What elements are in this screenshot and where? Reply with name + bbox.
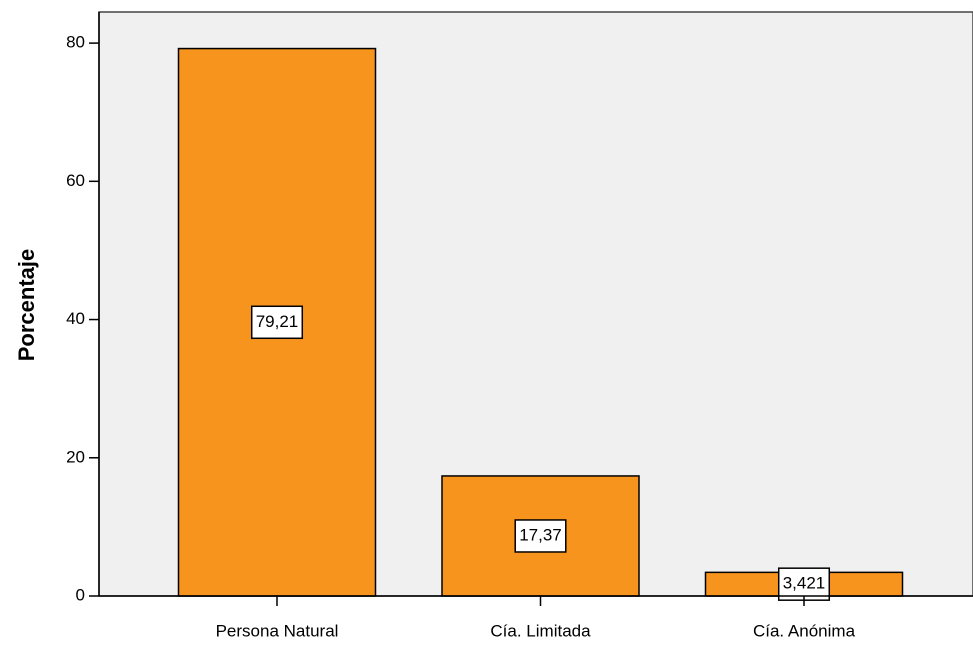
value-label: 3,421 xyxy=(783,574,826,593)
y-tick-label: 60 xyxy=(66,171,85,190)
y-axis-label: Porcentaje xyxy=(14,249,39,362)
value-label: 17,37 xyxy=(519,525,562,544)
value-label-box xyxy=(777,567,831,601)
x-tick-label: Cía. Anónima xyxy=(753,621,856,640)
value-label-box xyxy=(514,519,567,553)
y-tick-label: 80 xyxy=(66,33,85,52)
x-tick-label: Persona Natural xyxy=(216,621,339,640)
x-tick-label: Cía. Limitada xyxy=(490,621,591,640)
y-tick-label: 0 xyxy=(76,585,85,604)
bar xyxy=(177,47,377,597)
y-tick-label: 20 xyxy=(66,447,85,466)
value-label-box xyxy=(250,305,304,340)
value-label: 79,21 xyxy=(256,312,299,331)
y-tick-label: 40 xyxy=(66,309,85,328)
